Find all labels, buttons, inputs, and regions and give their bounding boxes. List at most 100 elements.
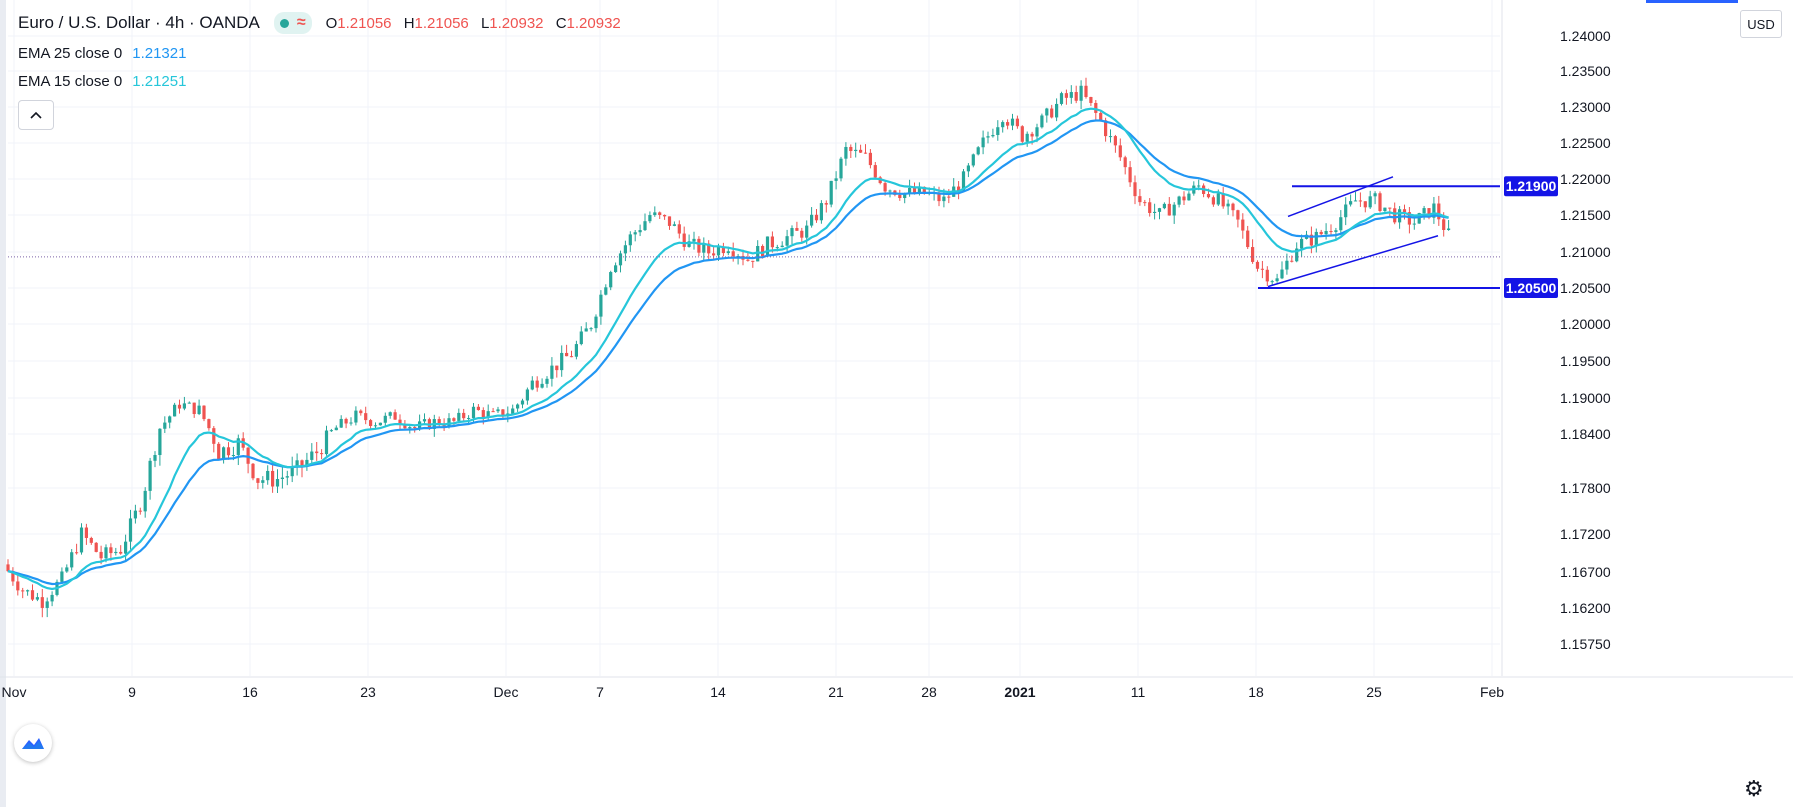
candle-body xyxy=(849,146,853,152)
candle-body xyxy=(800,230,804,238)
candle-body xyxy=(614,265,618,273)
candle-body xyxy=(638,230,642,233)
ema-15-line xyxy=(7,107,1449,591)
candle-body xyxy=(256,478,260,483)
candle-body xyxy=(658,212,662,215)
ema-15-legend[interactable]: EMA 15 close 0 1.21251 xyxy=(18,73,186,90)
candle-body xyxy=(1251,247,1255,262)
candle-body xyxy=(471,406,476,418)
candle-body xyxy=(1128,167,1132,183)
candle-body xyxy=(1388,207,1392,209)
y-tick-label: 1.19500 xyxy=(1560,353,1611,369)
candle-body xyxy=(898,194,902,199)
candle-body xyxy=(168,416,172,423)
candle-body xyxy=(908,188,912,194)
candle-body xyxy=(177,404,182,409)
candle-body xyxy=(359,410,363,414)
chart-legend: Euro / U.S. Dollar · 4h · OANDA ≈ O1.210… xyxy=(18,12,629,34)
candle-body xyxy=(1290,260,1294,262)
candle-body xyxy=(305,459,309,467)
candle-body xyxy=(751,260,755,262)
candle-body xyxy=(1094,102,1098,113)
candle-body xyxy=(604,287,608,295)
candle-body xyxy=(1069,92,1073,98)
candle-body xyxy=(295,460,299,467)
candle-body xyxy=(84,527,88,538)
candle-body xyxy=(422,419,427,422)
ema-25-line xyxy=(7,119,1449,586)
candle-body xyxy=(158,428,162,456)
candle-body xyxy=(1177,196,1181,205)
collapse-legend-button[interactable] xyxy=(18,100,54,130)
ema-25-legend[interactable]: EMA 25 close 0 1.21321 xyxy=(18,45,186,62)
candle-body xyxy=(667,216,672,226)
candle-body xyxy=(114,551,118,554)
candle-body xyxy=(467,417,471,419)
candle-body xyxy=(594,316,598,329)
candle-body xyxy=(756,245,760,262)
candle-body xyxy=(1006,122,1010,126)
low-label: L xyxy=(480,14,490,32)
candle-body xyxy=(231,454,235,456)
candle-body xyxy=(65,567,69,572)
candle-body xyxy=(1339,217,1343,231)
ema-25-label: EMA 25 close 0 xyxy=(18,45,123,62)
x-tick-label: 16 xyxy=(242,684,258,700)
candle-body xyxy=(300,460,304,467)
symbol-title[interactable]: Euro / U.S. Dollar · 4h · OANDA xyxy=(18,13,260,32)
candle-body xyxy=(285,476,289,478)
candle-body xyxy=(829,180,833,205)
y-tick-label: 1.15750 xyxy=(1560,636,1611,652)
candle-body xyxy=(476,406,480,411)
candles-group xyxy=(6,77,1451,618)
y-tick-label: 1.20000 xyxy=(1560,316,1611,332)
candle-body xyxy=(1084,85,1088,97)
candle-body xyxy=(271,470,275,487)
candle-body xyxy=(1280,269,1284,279)
candle-body xyxy=(814,214,819,221)
candle-body xyxy=(30,590,35,600)
candle-body xyxy=(780,245,784,248)
candle-body xyxy=(1246,230,1250,248)
x-tick-label: Feb xyxy=(1480,684,1504,700)
candle-body xyxy=(1275,278,1279,282)
x-tick-label: 18 xyxy=(1248,684,1264,700)
candle-body xyxy=(888,190,892,192)
tradingview-logo-icon[interactable] xyxy=(14,724,52,762)
candle-body xyxy=(677,224,681,234)
candle-body xyxy=(653,212,657,216)
candle-body xyxy=(540,383,544,388)
candle-body xyxy=(535,380,539,388)
candle-body xyxy=(1241,219,1245,231)
market-status-badge[interactable]: ≈ xyxy=(273,12,312,34)
candle-body xyxy=(555,365,559,371)
y-tick-label: 1.23000 xyxy=(1560,99,1611,115)
candle-body xyxy=(545,378,549,384)
candle-body xyxy=(790,228,794,237)
candle-body xyxy=(99,551,103,559)
settings-gear-icon[interactable]: ⚙ xyxy=(1744,776,1764,801)
currency-button[interactable]: USD xyxy=(1740,10,1782,38)
candle-body xyxy=(1099,112,1103,121)
candle-body xyxy=(1427,208,1431,218)
candle-body xyxy=(1334,230,1338,232)
y-tick-label: 1.18400 xyxy=(1560,426,1611,442)
candle-body xyxy=(525,389,529,401)
candle-body xyxy=(491,411,495,413)
candle-body xyxy=(819,203,823,221)
candle-body xyxy=(1162,203,1166,209)
candle-body xyxy=(1314,231,1318,246)
candle-body xyxy=(986,136,990,138)
candle-body xyxy=(883,183,887,192)
candle-body xyxy=(966,165,970,172)
candle-body xyxy=(922,186,926,194)
candle-body xyxy=(11,571,15,582)
candle-body xyxy=(207,419,211,429)
candle-body xyxy=(1113,136,1117,146)
candle-body xyxy=(124,541,128,554)
candle-body xyxy=(1001,122,1005,128)
candle-body xyxy=(721,246,725,254)
level-label-box xyxy=(1504,278,1558,298)
candle-body xyxy=(437,419,441,425)
